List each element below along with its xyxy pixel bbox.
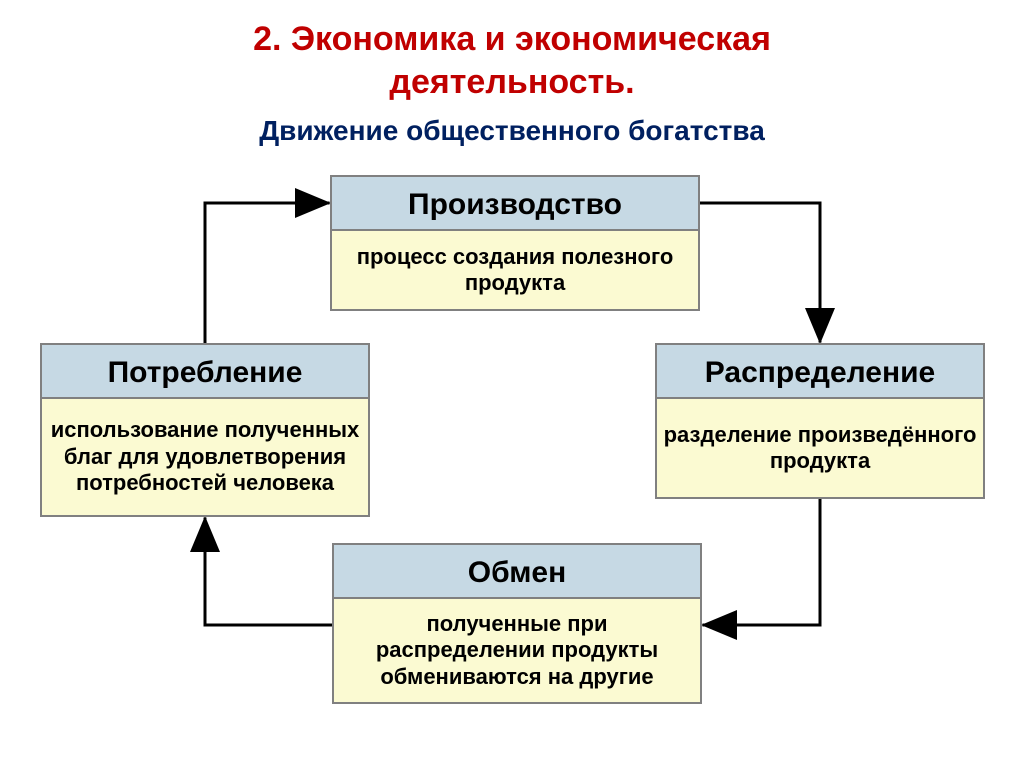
node-exchange-desc: полученные при распределении продукты об… bbox=[332, 599, 702, 704]
edge-production-distribution bbox=[700, 203, 820, 341]
edge-distribution-exchange bbox=[704, 499, 820, 625]
node-exchange-header: Обмен bbox=[332, 543, 702, 599]
node-distribution-desc: разделение произведённого продукта bbox=[655, 399, 985, 499]
edge-exchange-consumption bbox=[205, 519, 332, 625]
node-production: Производство процесс создания полезного … bbox=[330, 175, 700, 311]
node-consumption-header: Потребление bbox=[40, 343, 370, 399]
subtitle: Движение общественного богатства bbox=[0, 115, 1024, 147]
node-consumption: Потребление использование полученных бла… bbox=[40, 343, 370, 517]
node-distribution-header: Распределение bbox=[655, 343, 985, 399]
flowchart: Производство процесс создания полезного … bbox=[0, 165, 1024, 725]
node-consumption-desc: использование полученных благ для удовле… bbox=[40, 399, 370, 517]
title-line1: 2. Экономика и экономическая bbox=[0, 18, 1024, 61]
title-line2: деятельность. bbox=[0, 61, 1024, 104]
page-title: 2. Экономика и экономическая деятельност… bbox=[0, 0, 1024, 103]
node-distribution: Распределение разделение произведённого … bbox=[655, 343, 985, 499]
node-exchange: Обмен полученные при распределении проду… bbox=[332, 543, 702, 704]
node-production-desc: процесс создания полезного продукта bbox=[330, 231, 700, 311]
node-production-header: Производство bbox=[330, 175, 700, 231]
edge-consumption-production bbox=[205, 203, 328, 343]
